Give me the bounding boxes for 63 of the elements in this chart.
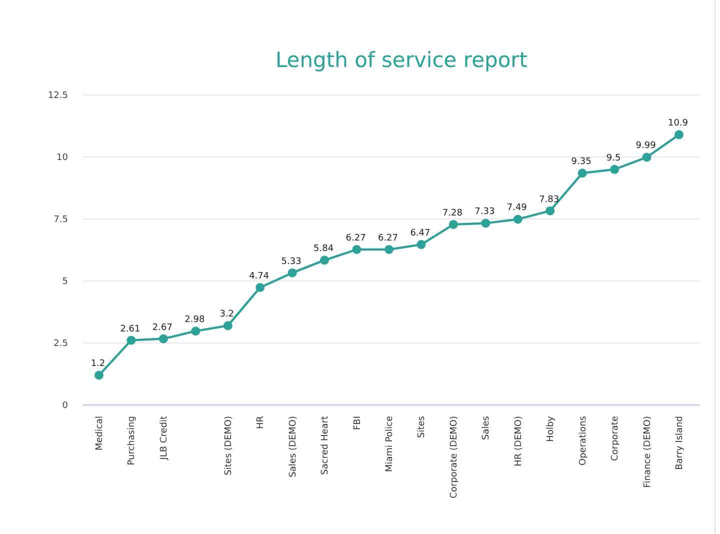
y-tick-label: 10 xyxy=(56,153,68,163)
point xyxy=(288,268,297,278)
point xyxy=(223,321,232,330)
x-tick-label: HR xyxy=(256,416,266,430)
point xyxy=(546,206,555,216)
point xyxy=(256,282,265,292)
x-tick-label: FBI xyxy=(352,416,363,430)
data-label: 9.99 xyxy=(636,141,656,152)
chart-title: Length of service report xyxy=(275,48,528,72)
x-tick-label: Medical xyxy=(95,416,105,450)
data-label: 2.98 xyxy=(184,315,205,326)
data-label: 7.33 xyxy=(474,207,495,218)
x-tick-label: Miami Police xyxy=(385,416,395,472)
data-label: 9.5 xyxy=(606,153,621,164)
x-tick-label: Sites (DEMO) xyxy=(224,416,234,476)
y-tick-label: 0 xyxy=(62,401,68,411)
x-tick-label: Corporate (DEMO) xyxy=(449,416,460,498)
point xyxy=(416,240,426,250)
point xyxy=(384,245,394,254)
data-label: 10.9 xyxy=(668,118,688,129)
point xyxy=(642,152,652,162)
point xyxy=(352,245,362,254)
y-tick-label: 7.5 xyxy=(54,215,68,225)
point xyxy=(481,218,490,228)
y-tick-label: 12.5 xyxy=(48,91,68,101)
data-label: 4.74 xyxy=(249,271,270,282)
x-tick-label: Sales (DEMO) xyxy=(288,416,298,478)
point xyxy=(674,130,684,140)
data-label: 7.83 xyxy=(539,194,560,205)
x-tick-label: HR (DEMO) xyxy=(514,416,524,466)
data-label: 1.2 xyxy=(90,359,106,370)
y-tick-label: 5 xyxy=(62,277,68,287)
data-label: 6.47 xyxy=(410,228,430,239)
point xyxy=(191,326,200,336)
point xyxy=(94,370,104,380)
data-label: 5.84 xyxy=(314,244,334,254)
data-label: 7.49 xyxy=(506,203,528,214)
point xyxy=(610,164,620,174)
point xyxy=(578,168,587,178)
data-label: 9.35 xyxy=(571,157,592,168)
x-tick-label: Purchasing xyxy=(127,416,138,466)
data-label: 7.28 xyxy=(442,208,463,218)
x-tick-label: Sites xyxy=(417,416,428,438)
point xyxy=(448,220,458,229)
data-label: 3.2 xyxy=(220,310,234,320)
point xyxy=(320,256,330,265)
x-tick-label: Sales xyxy=(482,416,492,440)
data-label: 5.33 xyxy=(281,256,302,267)
data-label: 2.67 xyxy=(152,322,172,333)
data-label: 6.27 xyxy=(378,234,398,244)
y-tick-label: 2.5 xyxy=(54,339,68,349)
data-label: 6.27 xyxy=(346,234,366,244)
point xyxy=(513,214,522,224)
point xyxy=(158,334,168,344)
point xyxy=(126,336,136,345)
x-tick-label: Holby xyxy=(546,415,556,442)
x-tick-label: Finance (DEMO) xyxy=(642,416,653,488)
data-label: 2.61 xyxy=(120,324,140,334)
x-tick-label: Operations xyxy=(578,416,588,466)
x-tick-label: Barry Island xyxy=(675,416,685,470)
x-tick-label: Corporate xyxy=(610,416,621,461)
x-tick-label: Sacred Heart xyxy=(320,416,331,475)
x-tick-label: JLB Credit xyxy=(159,416,170,461)
